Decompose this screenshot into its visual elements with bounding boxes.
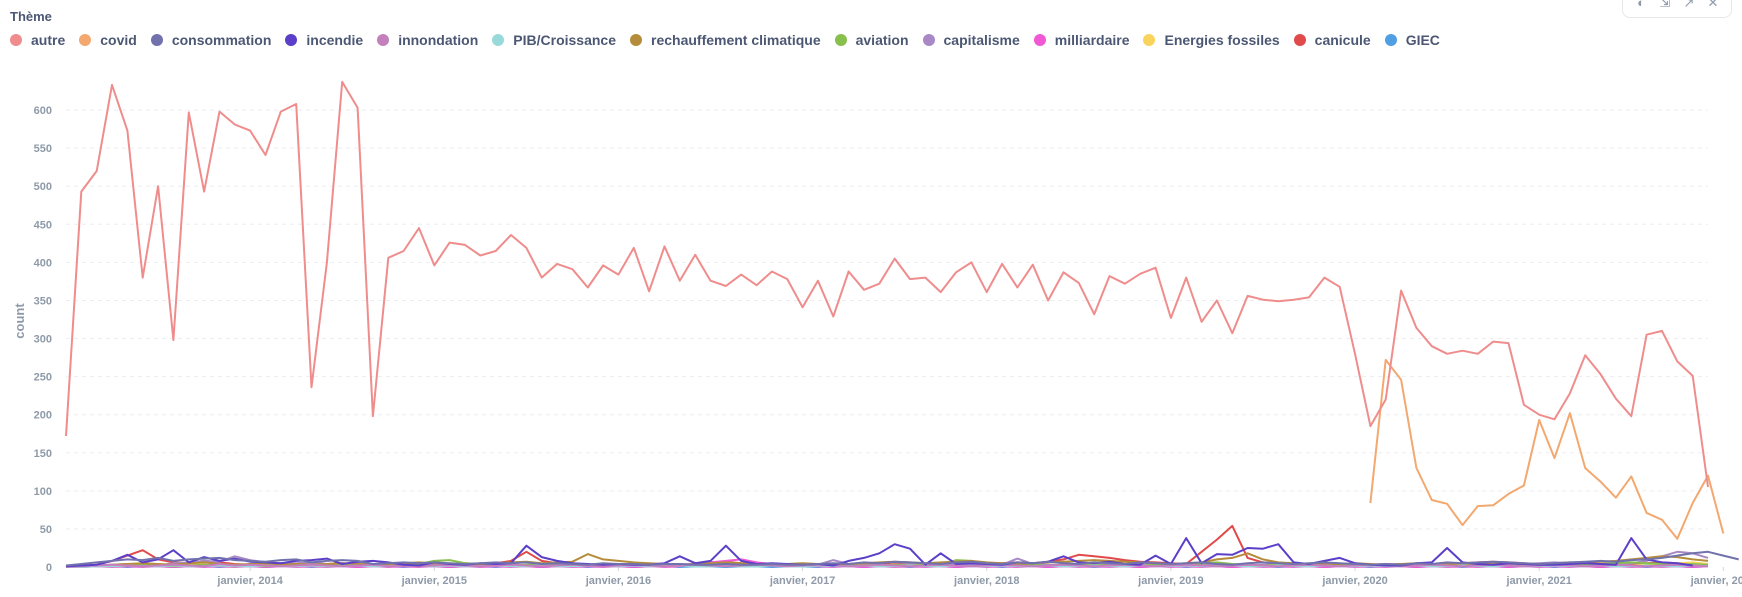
legend-dot [79, 34, 92, 46]
x-tick-label: janvier, 2015 [401, 575, 467, 587]
y-axis: 0 50 100 150 200 250 300 350 400 450 500 550 600 [34, 105, 52, 574]
x-tick-label: janvier, 2014 [216, 575, 283, 587]
legend-label: innondation [398, 32, 479, 48]
series-line-consommation[interactable] [65, 550, 1739, 567]
legend-item[interactable]: innondation [377, 32, 478, 48]
legend-item[interactable]: GIEC [1384, 32, 1440, 48]
y-tick-label: 250 [34, 372, 52, 384]
legend-dot [377, 34, 390, 46]
y-tick-label: 200 [34, 410, 52, 422]
legend-dot [1033, 34, 1046, 46]
x-tick-label: janvier, 2017 [769, 575, 835, 587]
x-tick-label: janvier, 2016 [585, 575, 651, 587]
series-line-covid[interactable] [1369, 358, 1725, 540]
legend-item[interactable]: consommation [150, 32, 272, 48]
legend-label: GIEC [1405, 32, 1440, 48]
y-tick-label: 500 [34, 181, 52, 193]
legend-item[interactable]: PIB/Croissance [492, 32, 616, 48]
series-line-autre[interactable] [65, 80, 1709, 488]
y-tick-label: 150 [34, 448, 52, 460]
x-tick-label: janvier, 2022 [1690, 575, 1742, 587]
legend-label: capitalisme [943, 32, 1020, 48]
x-tick-label: janvier, 2020 [1321, 575, 1387, 587]
legend-label: milliardaire [1054, 32, 1130, 48]
legend-dot [922, 34, 935, 46]
legend-dot [630, 34, 642, 46]
legend-label: autre [31, 32, 66, 48]
close-icon[interactable]: ✕ [1707, 0, 1719, 10]
x-tick-label: janvier, 2019 [1137, 575, 1203, 587]
legend-item[interactable]: capitalisme [922, 32, 1020, 48]
x-tick-label: janvier, 2021 [1505, 575, 1571, 587]
legend-label: canicule [1314, 32, 1371, 48]
legend-dot [285, 34, 298, 46]
legend-label: consommation [171, 32, 272, 48]
legend-label: incendie [306, 32, 364, 48]
y-tick-label: 300 [34, 334, 52, 346]
x-axis: janvier, 2014 janvier, 2015 janvier, 2016 j… [216, 567, 1742, 587]
expand-icon[interactable]: ↗ [1683, 0, 1695, 10]
legend-dot [150, 34, 163, 46]
legend-item[interactable]: aviation [834, 32, 909, 48]
palette-icon[interactable]: ◐ [1637, 0, 1645, 10]
y-tick-label: 50 [40, 524, 52, 536]
legend-dot [834, 34, 847, 46]
legend-item[interactable]: incendie [285, 32, 363, 48]
legend: autre covid consommation incendie innondatio… [10, 32, 1454, 48]
legend-label: rechauffement climatique [651, 32, 821, 48]
x-tick-label: janvier, 2018 [953, 575, 1019, 587]
legend-item[interactable]: milliardaire [1033, 32, 1130, 48]
legend-item[interactable]: autre [10, 32, 65, 48]
y-tick-label: 600 [34, 105, 52, 117]
legend-label: Energies fossiles [1164, 32, 1280, 48]
legend-dot [1384, 34, 1397, 46]
y-tick-label: 100 [34, 486, 52, 498]
chart-toolbar: ◐ ⇲ ↗ ✕ [1622, 0, 1732, 18]
series-lines [65, 80, 1739, 568]
legend-dot [492, 34, 505, 46]
legend-label: aviation [855, 32, 909, 48]
legend-item[interactable]: rechauffement climatique [630, 32, 821, 48]
series-line-innondation[interactable] [65, 563, 1709, 568]
legend-item[interactable]: covid [79, 32, 137, 48]
export-icon[interactable]: ⇲ [1659, 0, 1671, 10]
legend-item[interactable]: canicule [1293, 32, 1371, 48]
legend-dot [1293, 34, 1306, 46]
legend-label: covid [100, 32, 137, 48]
y-tick-label: 0 [46, 562, 52, 574]
y-axis-label: count [12, 303, 27, 339]
y-tick-label: 350 [34, 295, 52, 307]
y-tick-label: 450 [34, 219, 52, 231]
legend-item[interactable]: Energies fossiles [1143, 32, 1280, 48]
legend-dot [10, 34, 22, 46]
legend-dot [1143, 34, 1156, 46]
grid [66, 109, 1708, 568]
y-tick-label: 400 [34, 257, 52, 269]
legend-label: PIB/Croissance [513, 32, 616, 48]
y-tick-label: 550 [34, 143, 52, 155]
legend-title: Thème [10, 9, 52, 24]
